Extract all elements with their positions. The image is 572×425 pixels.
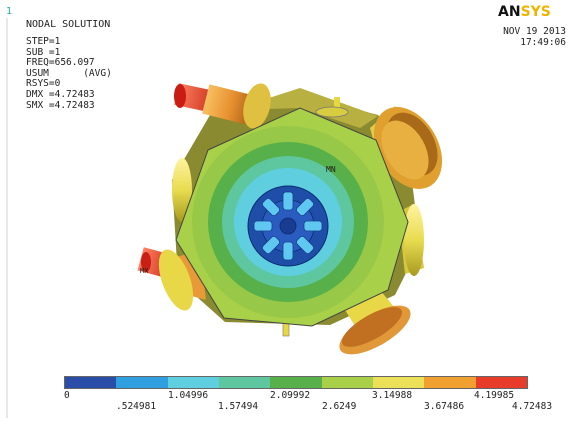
info-dmx: DMX =4.72483 [26,88,95,100]
info-sub: SUB =1 [26,46,61,58]
info-usum: USUM (AVG) [26,67,112,79]
contour-legend [64,376,528,389]
min-label: MN [326,165,336,174]
legend-tick: 4.19985 [474,390,515,401]
legend-swatch [167,377,219,388]
max-label: MX [140,267,149,275]
legend-tick: 2.09992 [270,390,311,401]
legend-swatch [218,377,271,388]
port-left-top [172,158,192,222]
legend-tick: 3.14988 [372,390,413,401]
window-number: 1 [6,6,13,17]
info-rsys: RSYS=0 [26,78,61,90]
timestamp: NOV 19 2013 17:49:06 [496,26,566,48]
legend-tick: 2.6249 [322,401,357,412]
legend-swatch [424,377,476,388]
frame-border [6,18,8,418]
legend-tick: 1.04996 [168,390,209,401]
info-freq: FREQ=656.097 [26,57,95,69]
port-top-small [315,97,349,118]
legend-swatch [372,377,425,388]
legend-swatch [116,377,168,388]
legend-tick: 4.72483 [512,401,553,412]
port-top-left [174,83,271,129]
port-left-bottom [137,247,206,311]
legend-tick: .524981 [116,401,157,412]
info-step: STEP=1 [26,36,61,47]
solution-info: STEP=1 SUB =1 FREQ=656.097 USUM (AVG) RS… [26,36,112,111]
port-bottom-right [339,290,411,355]
legend-swatch [270,377,322,388]
ansys-logo: ANSYS [498,4,551,20]
central-hub [247,185,329,267]
info-smx: SMX =4.72483 [26,99,95,111]
legend-tick: 3.67486 [424,401,465,412]
time-text: 17:49:06 [520,37,566,48]
legend-tick: 1.57494 [218,401,259,412]
top-plate [232,88,378,128]
date-text: NOV 19 2013 [503,26,566,37]
port-right-top [370,106,443,189]
legend-swatch [475,377,527,388]
legend-swatch [321,377,373,388]
legend-tick: 0 [64,390,70,401]
plot-title: NODAL SOLUTION [26,19,111,30]
legend-swatch [65,377,117,388]
